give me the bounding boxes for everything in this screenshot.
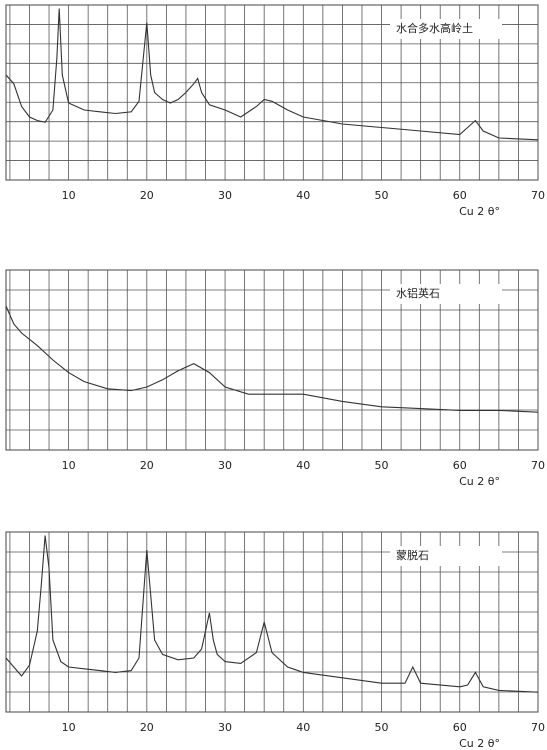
x-tick-label: 30 — [218, 189, 232, 202]
x-tick-label: 10 — [62, 459, 76, 472]
pattern-label: 蒙脱石 — [396, 548, 429, 562]
xrd-trace — [5, 8, 539, 141]
x-axis-label: Cu 2 θ° — [459, 205, 500, 218]
label-box — [390, 19, 502, 39]
label-box — [390, 546, 502, 566]
pattern-label: 水铝英石 — [396, 286, 440, 300]
xrd-trace — [5, 305, 539, 413]
x-tick-label: 60 — [453, 189, 467, 202]
x-tick-label: 70 — [531, 459, 545, 472]
x-tick-label: 30 — [218, 459, 232, 472]
x-tick-label: 60 — [453, 459, 467, 472]
x-tick-label: 30 — [218, 721, 232, 734]
x-tick-label: 20 — [140, 721, 154, 734]
x-tick-label: 20 — [140, 189, 154, 202]
x-tick-label: 10 — [62, 721, 76, 734]
x-axis-label: Cu 2 θ° — [459, 737, 500, 750]
x-tick-label: 50 — [375, 459, 389, 472]
x-tick-label: 70 — [531, 721, 545, 734]
x-tick-label: 40 — [296, 721, 310, 734]
pattern-label: 水合多水高岭土 — [396, 21, 473, 35]
x-tick-label: 50 — [375, 189, 389, 202]
x-axis-label: Cu 2 θ° — [459, 475, 500, 488]
label-box — [390, 284, 502, 304]
x-tick-label: 20 — [140, 459, 154, 472]
x-tick-label: 50 — [375, 721, 389, 734]
x-tick-label: 10 — [62, 189, 76, 202]
xrd-trace — [5, 535, 539, 693]
x-tick-label: 60 — [453, 721, 467, 734]
x-tick-label: 70 — [531, 189, 545, 202]
x-tick-label: 40 — [296, 189, 310, 202]
x-tick-label: 40 — [296, 459, 310, 472]
